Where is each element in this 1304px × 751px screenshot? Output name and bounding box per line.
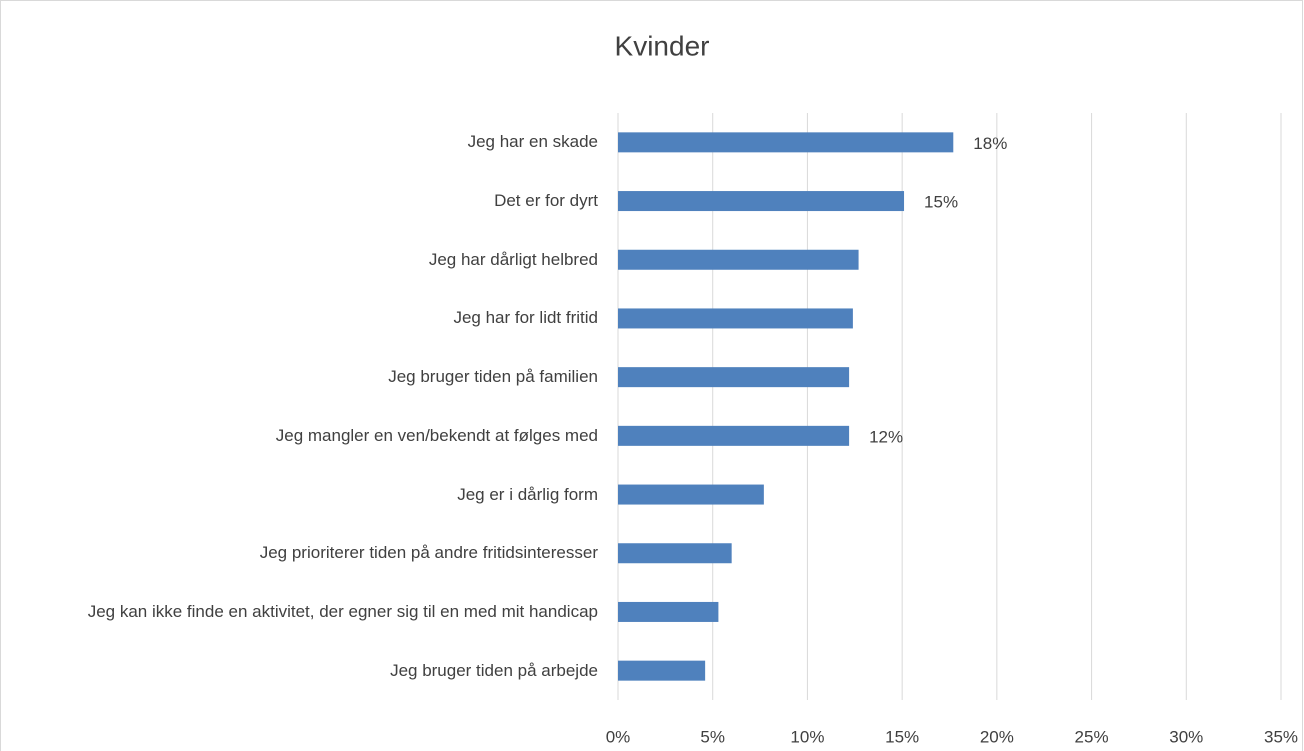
bar xyxy=(618,660,706,681)
y-tick-text: Jeg har dårligt helbred xyxy=(428,249,598,269)
y-tick-text: Jeg mangler en ven/bekendt at følges med xyxy=(275,425,598,445)
x-tick-label: 35% xyxy=(1264,727,1298,746)
bar xyxy=(618,425,850,446)
x-tick-label: 30% xyxy=(1169,727,1203,746)
x-tick-label: 5% xyxy=(700,727,725,746)
y-tick-label: Jeg har en skade xyxy=(10,131,598,153)
bar xyxy=(618,308,853,329)
y-tick-label: Det er for dyrt xyxy=(10,190,598,212)
y-tick-text: Jeg har en skade xyxy=(467,132,598,152)
data-label: 18% xyxy=(973,134,1007,153)
data-label: 15% xyxy=(924,193,958,212)
y-tick-text: Jeg bruger tiden på familien xyxy=(388,367,598,387)
y-tick-text: Jeg prioriterer tiden på andre fritidsin… xyxy=(259,543,598,563)
x-tick-label: 0% xyxy=(606,727,631,746)
y-tick-label: Jeg bruger tiden på familien xyxy=(10,366,598,388)
y-tick-text: Det er for dyrt xyxy=(494,191,598,211)
y-tick-text: Jeg bruger tiden på arbejde xyxy=(390,660,598,680)
bar xyxy=(618,543,732,564)
x-tick-label: 20% xyxy=(980,727,1014,746)
bar xyxy=(618,249,859,270)
data-label: 12% xyxy=(869,427,903,446)
y-tick-text: Jeg kan ikke finde en aktivitet, der egn… xyxy=(87,601,598,621)
y-tick-label: Jeg har dårligt helbred xyxy=(10,249,598,271)
x-tick-label: 10% xyxy=(790,727,824,746)
bar xyxy=(618,132,954,153)
y-tick-text: Jeg har for lidt fritid xyxy=(453,308,598,328)
chart-title: Kvinder xyxy=(615,30,710,61)
y-tick-label: Jeg mangler en ven/bekendt at følges med xyxy=(10,425,598,447)
bar xyxy=(618,191,905,212)
bar xyxy=(618,484,764,505)
y-tick-text: Jeg er i dårlig form xyxy=(457,484,598,504)
bar xyxy=(618,601,719,622)
y-tick-label: Jeg kan ikke finde en aktivitet, der egn… xyxy=(10,601,598,623)
y-tick-label: Jeg er i dårlig form xyxy=(10,484,598,506)
y-tick-label: Jeg bruger tiden på arbejde xyxy=(10,660,598,682)
bar xyxy=(618,367,850,388)
x-tick-label: 15% xyxy=(885,727,919,746)
x-tick-label: 25% xyxy=(1075,727,1109,746)
y-tick-label: Jeg prioriterer tiden på andre fritidsin… xyxy=(10,542,598,564)
y-tick-label: Jeg har for lidt fritid xyxy=(10,307,598,329)
